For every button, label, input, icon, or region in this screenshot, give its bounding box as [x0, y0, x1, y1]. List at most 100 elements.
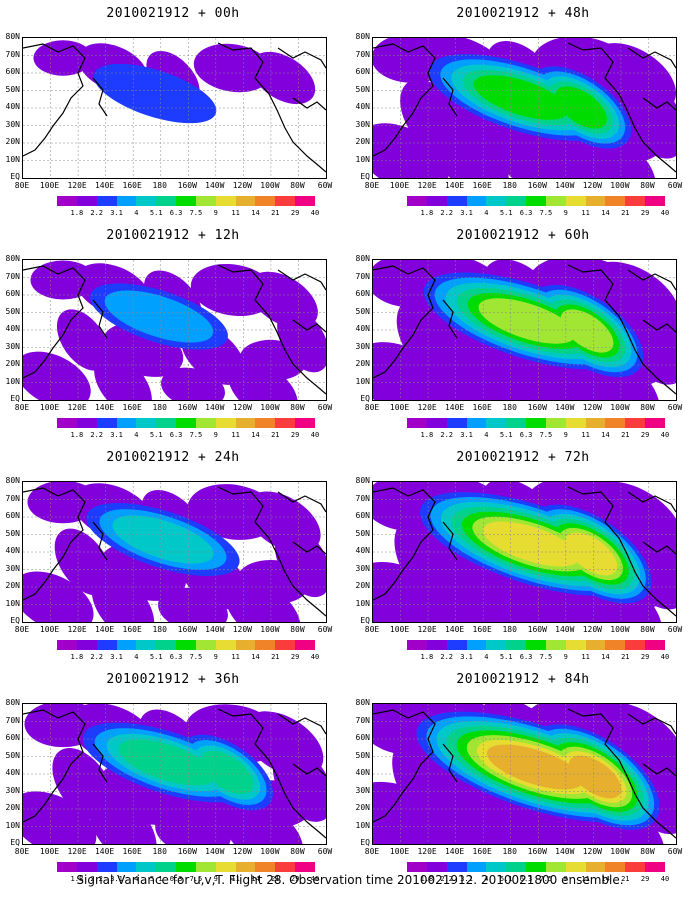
lon-tick-label: 140E — [94, 181, 115, 190]
lon-tick-label: 120E — [417, 847, 437, 856]
colorbar-label: 29 — [290, 875, 300, 883]
colorbar-swatch — [446, 640, 467, 650]
lon-tick-label: 100W — [260, 181, 280, 190]
colorbar-label: 2.2 — [440, 209, 454, 217]
lon-tick-label: 140W — [555, 625, 575, 634]
colorbar — [57, 640, 315, 650]
lat-tick-label: 80N — [5, 698, 20, 707]
colorbar-label: 11 — [581, 209, 590, 217]
colorbar-swatch — [295, 862, 315, 872]
colorbar-label: 11 — [231, 875, 240, 883]
lon-tick-label: 160W — [527, 403, 547, 412]
lat-tick-label: 10N — [355, 598, 370, 608]
colorbar-swatch — [486, 418, 507, 428]
lon-tick-label: 160E — [122, 403, 142, 412]
lon-tick-label: 80E — [14, 403, 30, 412]
colorbar-label: 9 — [213, 209, 218, 217]
colorbar-swatch — [195, 418, 216, 428]
colorbar — [57, 196, 315, 206]
colorbar-label: 3.1 — [460, 653, 473, 661]
panel-title: 2010021912 + 48h — [456, 6, 590, 21]
lat-tick-label: EQ — [360, 394, 370, 403]
lon-tick-label: 160E — [472, 847, 492, 856]
lat-tick-label: 70N — [355, 271, 370, 281]
lat-tick-label: EQ — [10, 172, 20, 181]
lon-tick-label: 120W — [232, 625, 252, 634]
colorbar-label: 4 — [484, 431, 489, 439]
colorbar-label: 7.5 — [189, 875, 203, 883]
colorbar-swatch — [605, 196, 626, 206]
colorbar-swatch — [506, 418, 527, 428]
lon-tick-label: 120E — [417, 625, 437, 634]
lat-tick-label: 80N — [355, 476, 370, 485]
colorbar-label: 4 — [134, 431, 139, 439]
lon-tick-label: 100E — [389, 847, 410, 856]
colorbar-swatch — [545, 862, 566, 872]
colorbar — [407, 640, 665, 650]
lat-tick-label: 70N — [5, 715, 20, 725]
colorbar-swatch — [585, 640, 606, 650]
colorbar-label: 6.3 — [519, 875, 533, 883]
colorbar-swatch — [116, 640, 137, 650]
colorbar-swatch — [235, 418, 256, 428]
map-panel: 2010021912 + 36h 80N 70N 60N 50N 40N 30N 20N 10… — [0, 666, 346, 888]
lon-tick-label: 100W — [260, 403, 280, 412]
lon-tick-label: 140E — [94, 625, 115, 634]
lon-tick-label: 160W — [177, 181, 197, 190]
colorbar-swatch — [545, 418, 566, 428]
lon-tick-label: 180 — [152, 847, 167, 856]
variance-map — [372, 259, 677, 401]
colorbar-label: 9 — [563, 209, 568, 217]
lon-tick-label: 100E — [389, 625, 410, 634]
lat-tick-label: 10N — [5, 820, 20, 830]
colorbar-label: 4 — [484, 875, 489, 883]
colorbar-label: 14 — [601, 653, 610, 661]
colorbar-label: 5.1 — [499, 875, 513, 883]
lon-tick-label: 80W — [640, 625, 655, 634]
panel-title: 2010021912 + 60h — [456, 228, 590, 243]
lat-tick-label: 80N — [5, 32, 20, 41]
colorbar-swatch — [195, 196, 216, 206]
lat-tick-label: EQ — [360, 172, 370, 181]
lon-tick-label: 60W — [317, 847, 333, 856]
colorbar-swatch — [156, 640, 177, 650]
lat-tick-label: 60N — [5, 289, 20, 298]
colorbar-label: 14 — [251, 653, 260, 661]
lat-tick-label: 60N — [5, 733, 20, 742]
colorbar-swatch — [426, 196, 447, 206]
panel-title: 2010021912 + 36h — [106, 672, 240, 687]
lat-tick-label: 50N — [5, 306, 20, 316]
colorbar — [407, 418, 665, 428]
lat-tick-label: 50N — [355, 84, 370, 94]
colorbar-swatch — [136, 640, 157, 650]
lat-tick-label: 50N — [5, 750, 20, 760]
lat-tick-label: 30N — [5, 563, 20, 573]
colorbar-swatch — [625, 640, 646, 650]
lon-tick-label: 100W — [610, 625, 630, 634]
colorbar-label: 11 — [581, 653, 590, 661]
colorbar-label: 6.3 — [169, 431, 183, 439]
lon-tick-label: 160W — [177, 403, 197, 412]
variance-map — [372, 37, 677, 179]
lat-tick-label: 20N — [355, 581, 370, 590]
lon-tick-label: 140E — [444, 181, 465, 190]
lon-tick-label: 160E — [122, 625, 142, 634]
lat-tick-label: 40N — [5, 768, 20, 777]
lon-tick-label: 60W — [667, 625, 683, 634]
colorbar-swatch — [407, 640, 427, 650]
lon-tick-label: 180 — [502, 181, 517, 190]
lat-tick-label: 60N — [5, 67, 20, 76]
colorbar-swatch — [407, 862, 427, 872]
colorbar-label: 2.2 — [90, 431, 104, 439]
colorbar-swatch — [605, 862, 626, 872]
colorbar-swatch — [466, 196, 487, 206]
colorbar-swatch — [275, 418, 296, 428]
lon-tick-label: 100W — [610, 181, 630, 190]
colorbar-swatch — [295, 640, 315, 650]
lat-tick-label: EQ — [10, 616, 20, 625]
lon-tick-label: 80E — [14, 847, 30, 856]
colorbar-label: 29 — [290, 653, 300, 661]
colorbar-swatch — [446, 418, 467, 428]
lat-tick-label: 70N — [5, 271, 20, 281]
lat-tick-label: 20N — [5, 581, 20, 590]
